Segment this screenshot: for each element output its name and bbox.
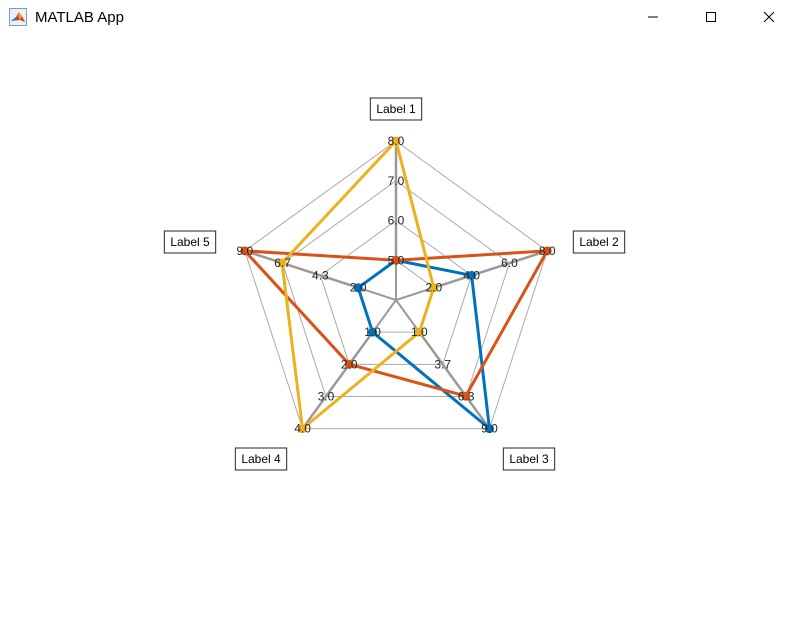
- axis-labels: Label 1 Label 2 Label 3 Label 4 Label 5: [164, 98, 624, 470]
- axis-label-5: Label 5: [164, 231, 215, 253]
- axis-label-text: Label 3: [509, 452, 549, 466]
- axis-label-text: Label 5: [170, 235, 210, 249]
- tick-label: 6.3: [458, 389, 475, 403]
- axis-label-3: Label 3: [503, 448, 554, 470]
- tick-label: 9.0: [236, 244, 253, 258]
- tick-label: 3.0: [318, 389, 335, 403]
- tick-label: 8.0: [539, 244, 556, 258]
- axis-label-text: Label 2: [579, 235, 619, 249]
- tick-label: 8.0: [388, 134, 405, 148]
- axis-label-2: Label 2: [573, 231, 624, 253]
- tick-label: 3.7: [434, 357, 451, 371]
- tick-label: 9.0: [481, 422, 498, 436]
- axis-label-text: Label 4: [241, 452, 281, 466]
- tick-label: 4.0: [294, 422, 311, 436]
- tick-label: 1.0: [411, 325, 428, 339]
- tick-label: 6.0: [388, 214, 405, 228]
- tick-label: 4.0: [463, 268, 480, 282]
- tick-label: 2.0: [350, 281, 367, 295]
- tick-label: 5.0: [388, 253, 405, 267]
- tick-label: 2.0: [341, 357, 358, 371]
- axis-label-1: Label 1: [370, 98, 421, 120]
- tick-label: 7.0: [388, 174, 405, 188]
- tick-label: 2.0: [425, 281, 442, 295]
- axis-label-4: Label 4: [235, 448, 286, 470]
- tick-label: 4.3: [312, 268, 329, 282]
- tick-label: 6.7: [274, 256, 291, 270]
- tick-label: 1.0: [364, 325, 381, 339]
- axis-label-text: Label 1: [376, 102, 416, 116]
- tick-label: 6.0: [501, 256, 518, 270]
